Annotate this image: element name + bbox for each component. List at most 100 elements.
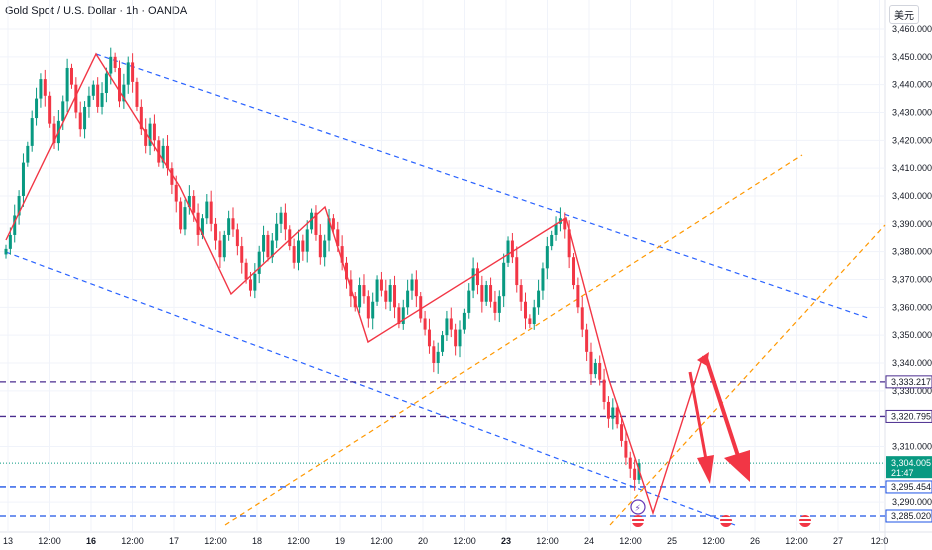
candle-body [379,279,383,291]
y-tick-label: 3,310.000 [892,441,932,451]
candle-body [515,257,519,286]
candle-body [362,285,366,297]
candle-body [401,307,405,325]
candlesticks [4,47,641,491]
candle-body [545,246,549,269]
candle-body [327,218,331,241]
candle-body [345,262,349,280]
candle-body [192,195,196,213]
candle-body [336,229,340,247]
price-level-tag-text: 3,285.020 [891,511,931,521]
candle-body [35,98,39,119]
candle-body [139,106,143,130]
candle-body [510,240,514,258]
candle-body [200,218,204,235]
candle-body [218,240,222,258]
candle-body [69,67,73,85]
candle-body [502,262,506,297]
candle-body [585,329,589,352]
x-tick-label: 20 [418,536,428,546]
candle-body [270,240,274,258]
candle-body [52,123,56,144]
y-tick-label: 3,330.000 [892,386,932,396]
y-tick-label: 3,340.000 [892,358,932,368]
price-levels [0,381,885,517]
candle-body [318,234,322,258]
candle-body [528,318,532,325]
price-level-tag [885,509,932,523]
candle-body [480,285,484,302]
candle-body [283,212,287,230]
candle-body [393,285,397,308]
candle-body [4,248,8,255]
candle-body [166,145,170,169]
y-tick-label: 3,400.000 [892,191,932,201]
x-tick-label: 12:00 [121,536,144,546]
candle-body [74,84,78,113]
candle-body [388,285,392,302]
candle-body [214,223,218,241]
candle-body [323,240,327,258]
y-axis: 3,460.000 3,450.000 3,440.000 3,430.000 3,42… [892,24,932,507]
candle-body [292,246,296,263]
y-tick-label: 3,360.000 [892,302,932,312]
currency-selector[interactable]: 美元 [889,5,919,24]
event-markers[interactable]: ⚡ [630,499,811,527]
y-tick-label: 3,450.000 [892,52,932,62]
candle-body [235,229,239,247]
candle-body [449,318,453,330]
candle-body [537,290,541,308]
us-flag-event-icon-3[interactable] [799,515,811,527]
x-tick-label: 12:00 [204,536,227,546]
x-tick-label: 17 [169,536,179,546]
candle-body [104,73,108,94]
price-level-tags: 3,333.217 3,320.795 3,295.454 3,285.020 3,30… [885,375,932,523]
y-tick-label: 3,440.000 [892,80,932,90]
candle-body [532,307,536,325]
candle-body [39,79,43,99]
x-tick-label: 24 [584,536,594,546]
candle-body [358,285,362,308]
countdown-text: 21:47 [891,468,914,478]
candle-body [83,106,87,130]
x-tick-label: 25 [667,536,677,546]
candle-body [96,84,100,107]
x-tick-label: 27 [833,536,843,546]
x-tick-label: 12:00 [702,536,725,546]
candle-body [301,240,305,252]
us-flag-event-icon-2[interactable] [720,515,732,527]
x-tick-label: 12:00 [619,536,642,546]
lightning-event-icon[interactable] [630,499,646,515]
candle-body [563,218,567,230]
x-tick-label: 12:00 [38,536,61,546]
candle-body [445,318,449,336]
candle-body [248,279,252,291]
candle-body [484,285,488,302]
us-flag-event-icon[interactable] [632,515,644,527]
candle-body [170,168,174,185]
forecast-arrow-2-head [724,450,750,482]
candle-body [222,234,226,258]
candle-body [279,212,283,224]
candle-body [17,195,21,216]
candle-body [8,234,12,249]
candle-body [174,184,178,202]
candle-body [340,246,344,263]
candle-body [410,279,414,291]
forecast-arrow-1 [688,371,709,466]
candle-body [296,240,300,263]
candle-body [26,145,30,163]
candle-body [620,424,624,441]
candle-body [253,273,257,291]
candle-body [43,79,47,96]
candle-body [576,285,580,308]
candle-body [275,223,279,241]
candle-body [615,407,619,425]
candle-body [122,84,126,102]
price-level-tag-text: 3,295.454 [891,482,931,492]
candle-body [406,290,410,308]
y-tick-label: 3,430.000 [892,107,932,117]
candle-body [310,212,314,230]
candle-body [436,351,440,363]
